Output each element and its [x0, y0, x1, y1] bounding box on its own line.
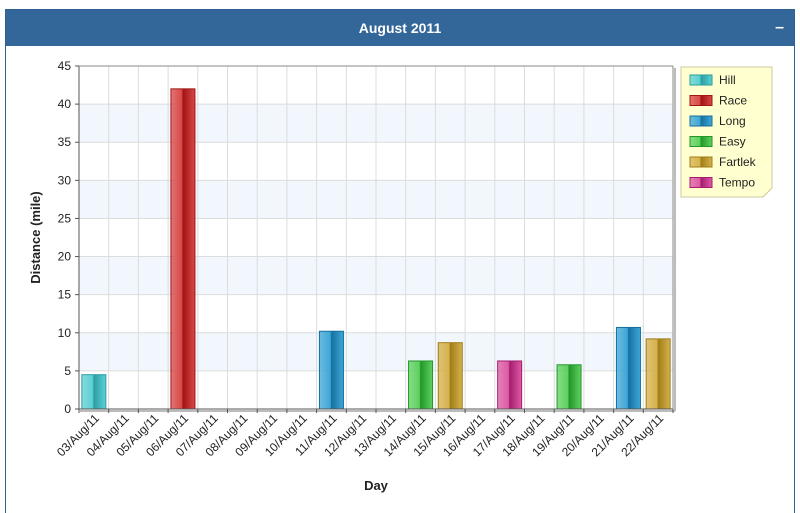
bar-long-21/Aug/11: [615, 326, 641, 410]
y-tick-label: 0: [64, 402, 71, 416]
y-tick-label: 45: [58, 59, 72, 73]
y-tick-label: 20: [58, 250, 72, 264]
legend-label-hill: Hill: [719, 73, 736, 87]
panel-title: August 2011: [358, 20, 442, 36]
y-tick-label: 30: [58, 173, 72, 187]
bar-fartlek-15/Aug/11: [437, 342, 463, 410]
x-tick-labels: 03/Aug/1104/Aug/1105/Aug/1106/Aug/1107/A…: [54, 411, 666, 459]
legend-swatch-long: [689, 115, 713, 127]
bar-easy-19/Aug/11: [556, 364, 582, 410]
legend: Hill Race Long Easy Fartlek Tempo: [680, 66, 773, 198]
y-tick-labels: 0 5 10 15 20 25 30 35 40 45: [58, 59, 72, 416]
legend-label-fartlek: Fartlek: [719, 155, 757, 169]
panel-header: August 2011 –: [6, 10, 794, 46]
legend-swatch-fartlek: [689, 156, 713, 168]
y-tick-label: 40: [58, 97, 72, 111]
y-tick-label: 5: [64, 364, 71, 378]
bar-hill-03/Aug/11: [81, 374, 107, 410]
y-tick-label: 10: [58, 326, 72, 340]
y-tick-label: 35: [58, 135, 72, 149]
legend-label-race: Race: [719, 94, 747, 108]
y-axis-title: Distance (mile): [28, 191, 43, 283]
legend-swatch-hill: [689, 74, 713, 86]
bar-fartlek-22/Aug/11: [645, 338, 671, 410]
legend-label-easy: Easy: [719, 135, 746, 149]
axes: [75, 65, 676, 413]
legend-label-tempo: Tempo: [719, 176, 755, 190]
y-tick-label: 25: [58, 211, 72, 225]
bar-tempo-17/Aug/11: [497, 360, 523, 410]
bar-easy-14/Aug/11: [408, 360, 434, 410]
grid-lines: [78, 65, 674, 410]
legend-label-long: Long: [719, 114, 746, 128]
y-tick-label: 15: [58, 288, 72, 302]
x-axis-title: Day: [364, 478, 389, 493]
bar-long-11/Aug/11: [318, 330, 344, 410]
bars: [81, 88, 671, 410]
bar-race-06/Aug/11: [170, 88, 196, 410]
collapse-button[interactable]: –: [775, 19, 784, 36]
legend-swatch-race: [689, 95, 713, 106]
legend-swatch-tempo: [689, 177, 713, 188]
legend-swatch-easy: [689, 136, 713, 147]
